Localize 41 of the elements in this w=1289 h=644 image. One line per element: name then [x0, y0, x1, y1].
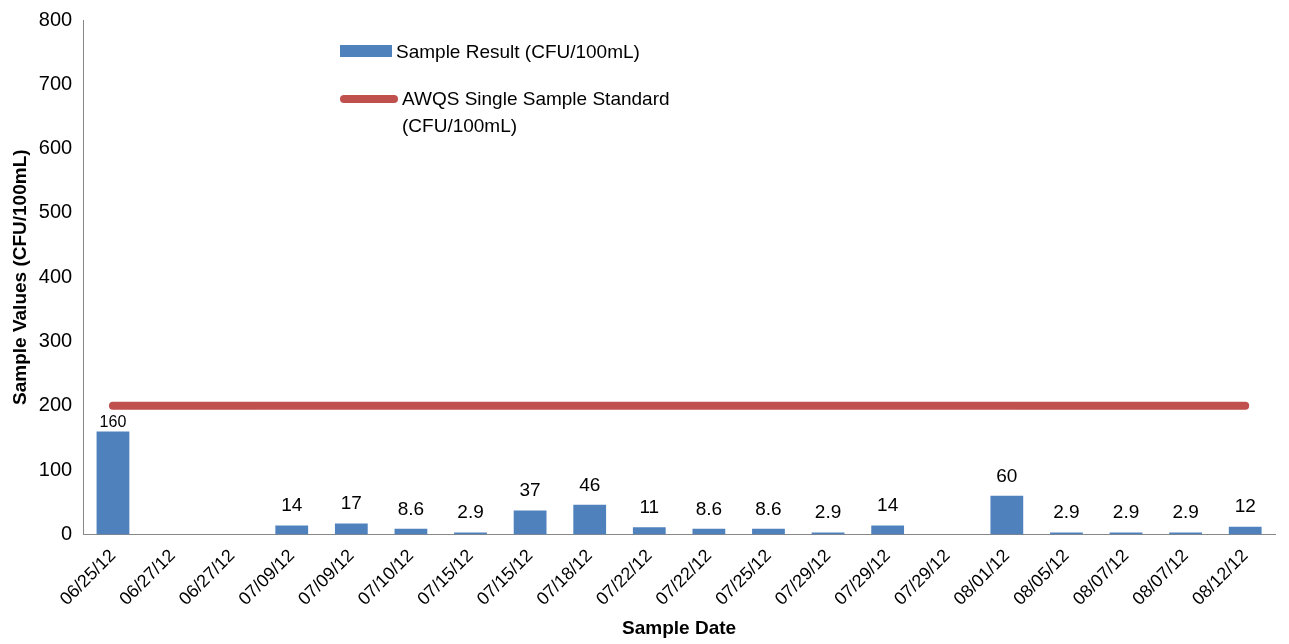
- bar: [96, 431, 130, 535]
- y-tick-label: 500: [38, 200, 73, 223]
- data-label: 8.6: [397, 497, 425, 519]
- data-label: 37: [519, 479, 541, 501]
- bar: [871, 525, 905, 535]
- data-label: 160: [99, 412, 127, 430]
- bar: [1228, 526, 1262, 535]
- bar: [692, 528, 726, 535]
- data-label: 14: [281, 494, 303, 516]
- y-tick-label: 800: [38, 7, 73, 30]
- legend-label: Sample Result (CFU/100mL): [396, 40, 640, 64]
- data-label: 14: [877, 494, 899, 516]
- x-axis-title: Sample Date: [622, 616, 737, 638]
- data-label: 2.9: [1112, 501, 1140, 523]
- data-label: 11: [639, 496, 660, 518]
- bar: [334, 523, 368, 535]
- bar: [990, 495, 1024, 535]
- bar: [513, 510, 547, 535]
- legend-label: AWQS Single Sample Standard (CFU/100mL): [402, 87, 671, 138]
- data-label: 2.9: [457, 501, 484, 523]
- y-axis-title: Sample Values (CFU/100mL): [8, 149, 30, 405]
- bar: [275, 525, 309, 535]
- data-label: 2.9: [814, 501, 842, 523]
- y-tick-label: 600: [38, 136, 73, 159]
- data-label: 2.9: [1172, 501, 1199, 523]
- data-label: 2.9: [1053, 501, 1080, 523]
- y-tick-label: 400: [38, 264, 73, 287]
- y-tick-label: 200: [38, 393, 73, 416]
- bar: [632, 527, 666, 535]
- bar: [752, 528, 785, 535]
- data-label: 12: [1234, 495, 1256, 517]
- data-label: 60: [996, 464, 1018, 486]
- y-tick-label: 300: [38, 329, 73, 351]
- data-label: 17: [340, 492, 362, 514]
- data-label: 46: [579, 473, 601, 495]
- bar: [573, 504, 607, 535]
- y-tick-label: 100: [38, 457, 73, 480]
- y-tick-label: 700: [38, 71, 73, 94]
- y-tick-label: 0: [61, 521, 73, 544]
- data-label: 8.6: [755, 497, 782, 519]
- data-label: 8.6: [695, 497, 723, 519]
